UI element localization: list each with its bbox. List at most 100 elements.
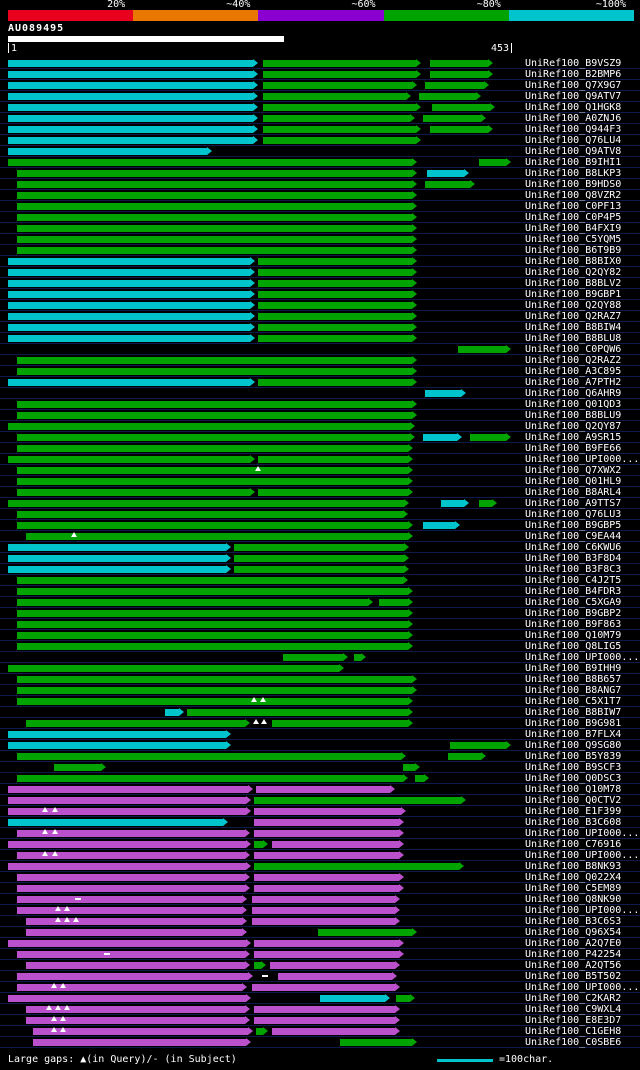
- hit-label[interactable]: UniRef100_Q76LU3: [525, 509, 622, 520]
- hsp-segment[interactable]: [16, 598, 373, 606]
- hsp-segment[interactable]: [8, 378, 255, 386]
- hsp-segment[interactable]: [271, 1027, 400, 1035]
- hit-label[interactable]: UniRef100_B9HDS0: [525, 179, 622, 190]
- hsp-segment[interactable]: [271, 719, 413, 727]
- hit-label[interactable]: UniRef100_B9F863: [525, 619, 622, 630]
- hsp-segment[interactable]: [262, 125, 421, 133]
- hsp-segment[interactable]: [16, 576, 409, 584]
- hsp-segment[interactable]: [8, 664, 344, 672]
- hsp-segment[interactable]: [258, 257, 418, 265]
- hit-label[interactable]: UniRef100_C0PF13: [525, 201, 622, 212]
- hit-label[interactable]: UniRef100_Q9ATV8: [525, 146, 622, 157]
- hsp-segment[interactable]: [16, 191, 418, 199]
- hsp-segment[interactable]: [16, 631, 413, 639]
- hsp-segment[interactable]: [25, 928, 248, 936]
- hsp-segment[interactable]: [423, 521, 460, 529]
- hsp-segment[interactable]: [16, 444, 413, 452]
- hit-label[interactable]: UniRef100_B8BIW7: [525, 707, 622, 718]
- hsp-segment[interactable]: [258, 488, 413, 496]
- hsp-segment[interactable]: [16, 620, 413, 628]
- hit-label[interactable]: UniRef100_Q7X9G7: [525, 80, 622, 91]
- hsp-segment[interactable]: [253, 939, 405, 947]
- hit-label[interactable]: UniRef100_C4J2T5: [525, 575, 622, 586]
- hit-label[interactable]: UniRef100_UPI000...: [525, 652, 640, 663]
- hit-label[interactable]: UniRef100_B8BLU9: [525, 410, 622, 421]
- hsp-segment[interactable]: [262, 59, 421, 67]
- hit-label[interactable]: UniRef100_B9FE66: [525, 443, 622, 454]
- hsp-segment[interactable]: [423, 114, 487, 122]
- hsp-segment[interactable]: [8, 301, 255, 309]
- hsp-segment[interactable]: [8, 268, 255, 276]
- hsp-segment[interactable]: [8, 785, 253, 793]
- hsp-segment[interactable]: [8, 158, 418, 166]
- hit-label[interactable]: UniRef100_E1F399: [525, 806, 622, 817]
- hsp-segment[interactable]: [425, 180, 476, 188]
- hit-label[interactable]: UniRef100_C9EA44: [525, 531, 622, 542]
- hsp-segment[interactable]: [8, 939, 251, 947]
- hit-label[interactable]: UniRef100_C0P4P5: [525, 212, 622, 223]
- hsp-segment[interactable]: [8, 807, 251, 815]
- hsp-segment[interactable]: [378, 598, 413, 606]
- hit-label[interactable]: UniRef100_B9GBP2: [525, 608, 622, 619]
- hsp-segment[interactable]: [423, 433, 462, 441]
- hsp-segment[interactable]: [253, 1005, 400, 1013]
- hsp-segment[interactable]: [16, 246, 418, 254]
- hsp-segment[interactable]: [469, 433, 511, 441]
- hit-label[interactable]: UniRef100_A2Q7E0: [525, 938, 622, 949]
- hsp-segment[interactable]: [16, 235, 418, 243]
- hsp-segment[interactable]: [253, 818, 405, 826]
- hsp-segment[interactable]: [16, 356, 418, 364]
- hsp-segment[interactable]: [396, 994, 416, 1002]
- hsp-segment[interactable]: [429, 70, 494, 78]
- hsp-segment[interactable]: [8, 323, 255, 331]
- hsp-segment[interactable]: [447, 752, 487, 760]
- hit-label[interactable]: UniRef100_B3F8D4: [525, 553, 622, 564]
- hit-label[interactable]: UniRef100_Q0DSC3: [525, 773, 622, 784]
- hsp-segment[interactable]: [253, 807, 407, 815]
- hsp-segment[interactable]: [429, 125, 494, 133]
- hit-label[interactable]: UniRef100_Q96X54: [525, 927, 622, 938]
- hsp-segment[interactable]: [16, 774, 409, 782]
- hit-label[interactable]: UniRef100_B8BLV2: [525, 278, 622, 289]
- hit-label[interactable]: UniRef100_A2QT56: [525, 960, 622, 971]
- hit-label[interactable]: UniRef100_C2KAR2: [525, 993, 622, 1004]
- hit-label[interactable]: UniRef100_Q1HGK8: [525, 102, 622, 113]
- hsp-segment[interactable]: [16, 851, 251, 859]
- hit-label[interactable]: UniRef100_E8E3D7: [525, 1015, 622, 1026]
- hsp-segment[interactable]: [16, 400, 418, 408]
- hsp-segment[interactable]: [8, 554, 231, 562]
- hsp-segment[interactable]: [262, 136, 421, 144]
- hsp-segment[interactable]: [53, 763, 106, 771]
- hit-label[interactable]: UniRef100_C9WXL4: [525, 1004, 622, 1015]
- hsp-segment[interactable]: [16, 224, 418, 232]
- hit-label[interactable]: UniRef100_B9GBP1: [525, 289, 622, 300]
- hsp-segment[interactable]: [16, 686, 418, 694]
- hit-label[interactable]: UniRef100_B3C6S3: [525, 916, 622, 927]
- hsp-segment[interactable]: [16, 433, 416, 441]
- hsp-segment[interactable]: [16, 466, 413, 474]
- hit-label[interactable]: UniRef100_B9VSZ9: [525, 58, 622, 69]
- hsp-segment[interactable]: [258, 378, 418, 386]
- hsp-segment[interactable]: [187, 708, 413, 716]
- hsp-segment[interactable]: [258, 323, 418, 331]
- hit-label[interactable]: UniRef100_Q6AHR9: [525, 388, 622, 399]
- hsp-segment[interactable]: [429, 59, 494, 67]
- hsp-segment[interactable]: [457, 345, 511, 353]
- hit-label[interactable]: UniRef100_B9IHI1: [525, 157, 622, 168]
- hit-label[interactable]: UniRef100_C0PQW6: [525, 344, 622, 355]
- hsp-segment[interactable]: [16, 972, 253, 980]
- hsp-segment[interactable]: [25, 1016, 251, 1024]
- hsp-segment[interactable]: [262, 92, 411, 100]
- hsp-segment[interactable]: [25, 961, 251, 969]
- hsp-segment[interactable]: [16, 950, 251, 958]
- hsp-segment[interactable]: [8, 290, 255, 298]
- hit-label[interactable]: UniRef100_Q2RAZ7: [525, 311, 622, 322]
- hit-label[interactable]: UniRef100_B9GBP5: [525, 520, 622, 531]
- hsp-segment[interactable]: [251, 983, 400, 991]
- hsp-segment[interactable]: [253, 950, 405, 958]
- hsp-segment[interactable]: [16, 983, 248, 991]
- hsp-segment[interactable]: [8, 70, 259, 78]
- hsp-segment[interactable]: [25, 719, 251, 727]
- hit-label[interactable]: UniRef100_UPI000...: [525, 454, 640, 465]
- hsp-segment[interactable]: [262, 103, 421, 111]
